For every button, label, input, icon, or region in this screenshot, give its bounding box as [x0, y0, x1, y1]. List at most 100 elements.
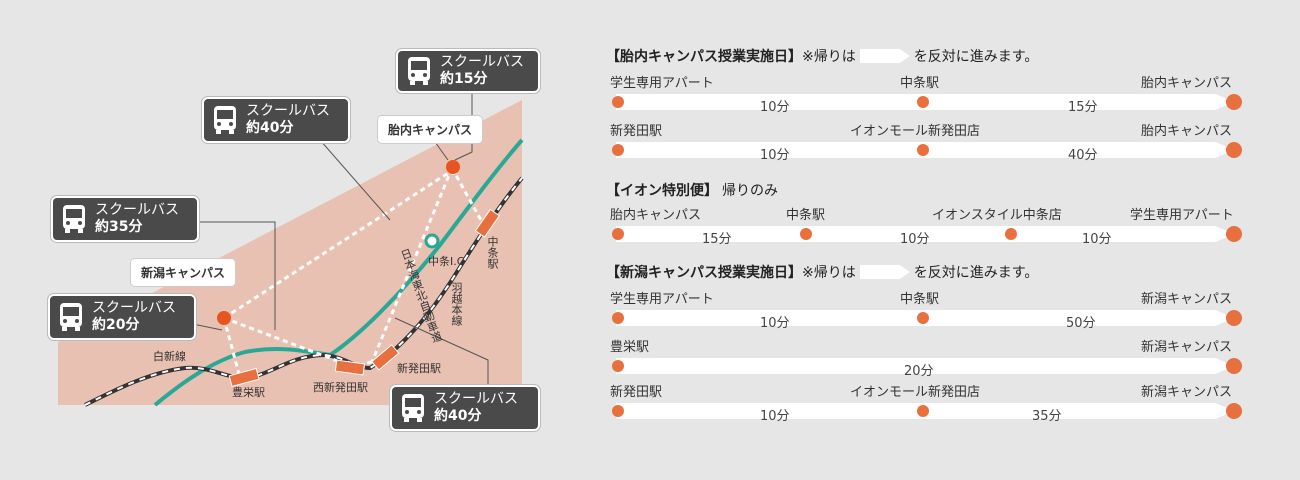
niigata-campus-label: 新潟キャンパス: [131, 259, 236, 286]
route-stop: 学生専用アパート: [610, 292, 714, 307]
section-heading: 【イオン特別便】: [606, 183, 718, 199]
line-label-hakushin: 白新線: [153, 350, 186, 363]
route-time: 10分: [900, 232, 930, 247]
route-stop: 胎内キャンパス: [1141, 76, 1233, 91]
route-time: 50分: [1066, 316, 1096, 331]
bus-box-time: 約20分: [92, 317, 140, 333]
destination-dot: [1226, 403, 1242, 419]
station-label-toyosaka: 豊栄駅: [232, 386, 265, 399]
route-time: 35分: [1032, 409, 1062, 424]
bus-box-tainai-15: スクールバス 約15分: [396, 49, 540, 93]
route-time: 10分: [760, 148, 790, 163]
station-label-nishi-shibata: 西新発田駅: [313, 381, 368, 394]
route-stop: 新発田駅: [610, 124, 663, 139]
bus-box-time: 約40分: [434, 408, 482, 424]
route-row: 新発田駅 イオンモール新発田店 胎内キャンパス 10分 40分: [610, 120, 1246, 163]
bus-box-title: スクールバス: [440, 54, 524, 70]
stop-dot: [917, 96, 929, 108]
bus-box-title: スクールバス: [92, 300, 176, 316]
route-stop: イオンモール新発田店: [850, 385, 981, 400]
line-label-uetsu: 羽越本線: [450, 282, 463, 326]
station-shibata-marker: [371, 344, 400, 371]
route-bar: [616, 358, 1234, 374]
route-stop: 中条駅: [900, 292, 940, 307]
bus-box-title: スクールバス: [246, 103, 330, 119]
section-note: ※帰りは: [802, 49, 856, 65]
direction-arrow-icon: [859, 265, 910, 279]
section-note: ※帰りは: [802, 265, 856, 281]
stop-dot: [612, 228, 624, 240]
route-stop: 学生専用アパート: [1130, 208, 1234, 223]
stop-dot: [800, 228, 812, 240]
station-nishi-shibata-marker: [334, 359, 366, 376]
station-toyosaka-marker: [228, 367, 260, 388]
route-time: 15分: [702, 232, 732, 247]
destination-dot: [1226, 358, 1242, 374]
bus-icon: [408, 57, 430, 85]
stop-dot: [1005, 228, 1017, 240]
route-time: 15分: [1068, 100, 1098, 115]
route-stop: 新潟キャンパス: [1141, 292, 1233, 307]
route-bar: [616, 226, 1234, 242]
route-row: 胎内キャンパス 中条駅 イオンスタイル中条店 学生専用アパート 15分 10分 …: [610, 204, 1246, 247]
bus-box-time: 約15分: [440, 71, 488, 87]
stop-dot: [917, 144, 929, 156]
route-time: 10分: [760, 100, 790, 115]
destination-dot: [1226, 142, 1242, 158]
interchange-marker: [424, 233, 440, 249]
route-time: 10分: [1082, 232, 1112, 247]
route-time: 10分: [760, 409, 790, 424]
station-label-shibata: 新発田駅: [397, 362, 441, 375]
bus-box-niigata-35: スクールバス 約35分: [51, 196, 199, 242]
expressway-line: [153, 138, 524, 407]
bus-icon: [214, 106, 236, 134]
bus-box-tainai-40: スクールバス 約40分: [202, 97, 350, 143]
section-title-niigata: 【新潟キャンパス授業実施日】 ※帰りは を反対に進みます。: [606, 262, 1038, 282]
route-stop: 胎内キャンパス: [610, 208, 702, 223]
bus-icon: [60, 303, 82, 331]
stop-dot: [612, 96, 624, 108]
route-time: 20分: [904, 364, 934, 379]
route-stop: 新潟キャンパス: [1141, 340, 1233, 355]
route-row: 新発田駅 イオンモール新発田店 新潟キャンパス 10分 35分: [610, 381, 1246, 424]
route-row: 学生専用アパート 中条駅 新潟キャンパス 10分 50分: [610, 288, 1246, 331]
destination-dot: [1226, 310, 1242, 326]
route-stop: 新発田駅: [610, 385, 663, 400]
bus-icon: [402, 394, 424, 422]
niigata-campus-dot: [217, 311, 231, 325]
route-stop: イオンモール新発田店: [850, 124, 981, 139]
section-title-aeon: 【イオン特別便】 帰りのみ: [606, 180, 778, 200]
bus-box-title: スクールバス: [434, 391, 518, 407]
bus-box-time: 約35分: [95, 219, 143, 235]
section-note-tail: を反対に進みます。: [913, 49, 1039, 65]
station-nakajo-marker: [474, 208, 501, 238]
stop-dot: [612, 144, 624, 156]
station-label-nakajo: 中条駅: [486, 236, 499, 269]
route-stop: 豊栄駅: [610, 340, 650, 355]
route-map: 白新線 羽越本線 日本海東北自動車道 中条I.C 豊栄駅 西新発田駅 新発田駅 …: [0, 0, 560, 480]
tainai-campus-dot: [446, 160, 460, 174]
railway-line: [84, 176, 524, 407]
stop-dot: [612, 360, 624, 372]
destination-dot: [1226, 226, 1242, 242]
section-heading: 【胎内キャンパス授業実施日】: [606, 49, 802, 65]
section-note-tail: を反対に進みます。: [913, 265, 1039, 281]
bus-box-niigata-40: スクールバス 約40分: [390, 385, 540, 431]
route-row: 豊栄駅 新潟キャンパス 20分: [610, 336, 1246, 379]
stop-dot: [612, 405, 624, 417]
route-stop: 中条駅: [786, 208, 826, 223]
stop-dot: [612, 312, 624, 324]
tainai-campus-label: 胎内キャンパス: [378, 116, 483, 143]
route-stop: 学生専用アパート: [610, 76, 714, 91]
stop-dot: [917, 312, 929, 324]
stop-dot: [917, 405, 929, 417]
bus-box-time: 約40分: [246, 120, 294, 136]
route-stop: 胎内キャンパス: [1141, 124, 1233, 139]
route-time: 40分: [1068, 148, 1098, 163]
bus-icon: [63, 205, 85, 233]
route-stop: イオンスタイル中条店: [932, 208, 1062, 223]
route-stop: 新潟キャンパス: [1141, 385, 1233, 400]
bus-box-title: スクールバス: [95, 202, 179, 218]
direction-arrow-icon: [859, 49, 910, 63]
bus-box-niigata-20: スクールバス 約20分: [48, 294, 196, 340]
